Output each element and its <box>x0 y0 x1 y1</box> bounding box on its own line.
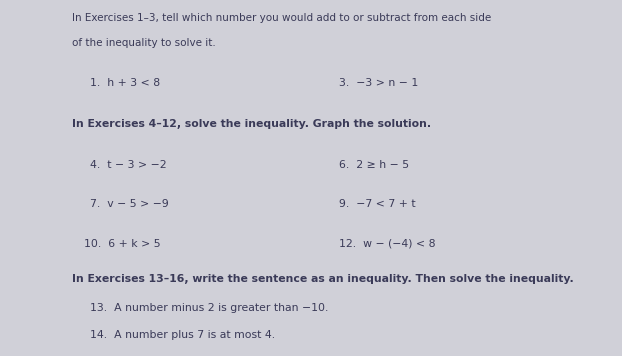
Text: In Exercises 13–16, write the sentence as an inequality. Then solve the inequali: In Exercises 13–16, write the sentence a… <box>72 274 573 284</box>
Text: In Exercises 4–12, solve the inequality. Graph the solution.: In Exercises 4–12, solve the inequality.… <box>72 119 430 129</box>
Text: 9.  −7 < 7 + t: 9. −7 < 7 + t <box>339 199 415 209</box>
Text: 13.  A number minus 2 is greater than −10.: 13. A number minus 2 is greater than −10… <box>90 303 328 313</box>
Text: 12.  w − (−4) < 8: 12. w − (−4) < 8 <box>339 239 435 248</box>
Text: 7.  v − 5 > −9: 7. v − 5 > −9 <box>90 199 169 209</box>
Text: 1.  h + 3 < 8: 1. h + 3 < 8 <box>90 78 160 88</box>
Text: 10.  6 + k > 5: 10. 6 + k > 5 <box>84 239 160 248</box>
Text: 6.  2 ≥ h − 5: 6. 2 ≥ h − 5 <box>339 160 409 170</box>
Text: 14.  A number plus 7 is at most 4.: 14. A number plus 7 is at most 4. <box>90 330 276 340</box>
Text: 4.  t − 3 > −2: 4. t − 3 > −2 <box>90 160 167 170</box>
Text: 3.  −3 > n − 1: 3. −3 > n − 1 <box>339 78 418 88</box>
Text: of the inequality to solve it.: of the inequality to solve it. <box>72 38 215 48</box>
Text: In Exercises 1–3, tell which number you would add to or subtract from each side: In Exercises 1–3, tell which number you … <box>72 13 491 23</box>
